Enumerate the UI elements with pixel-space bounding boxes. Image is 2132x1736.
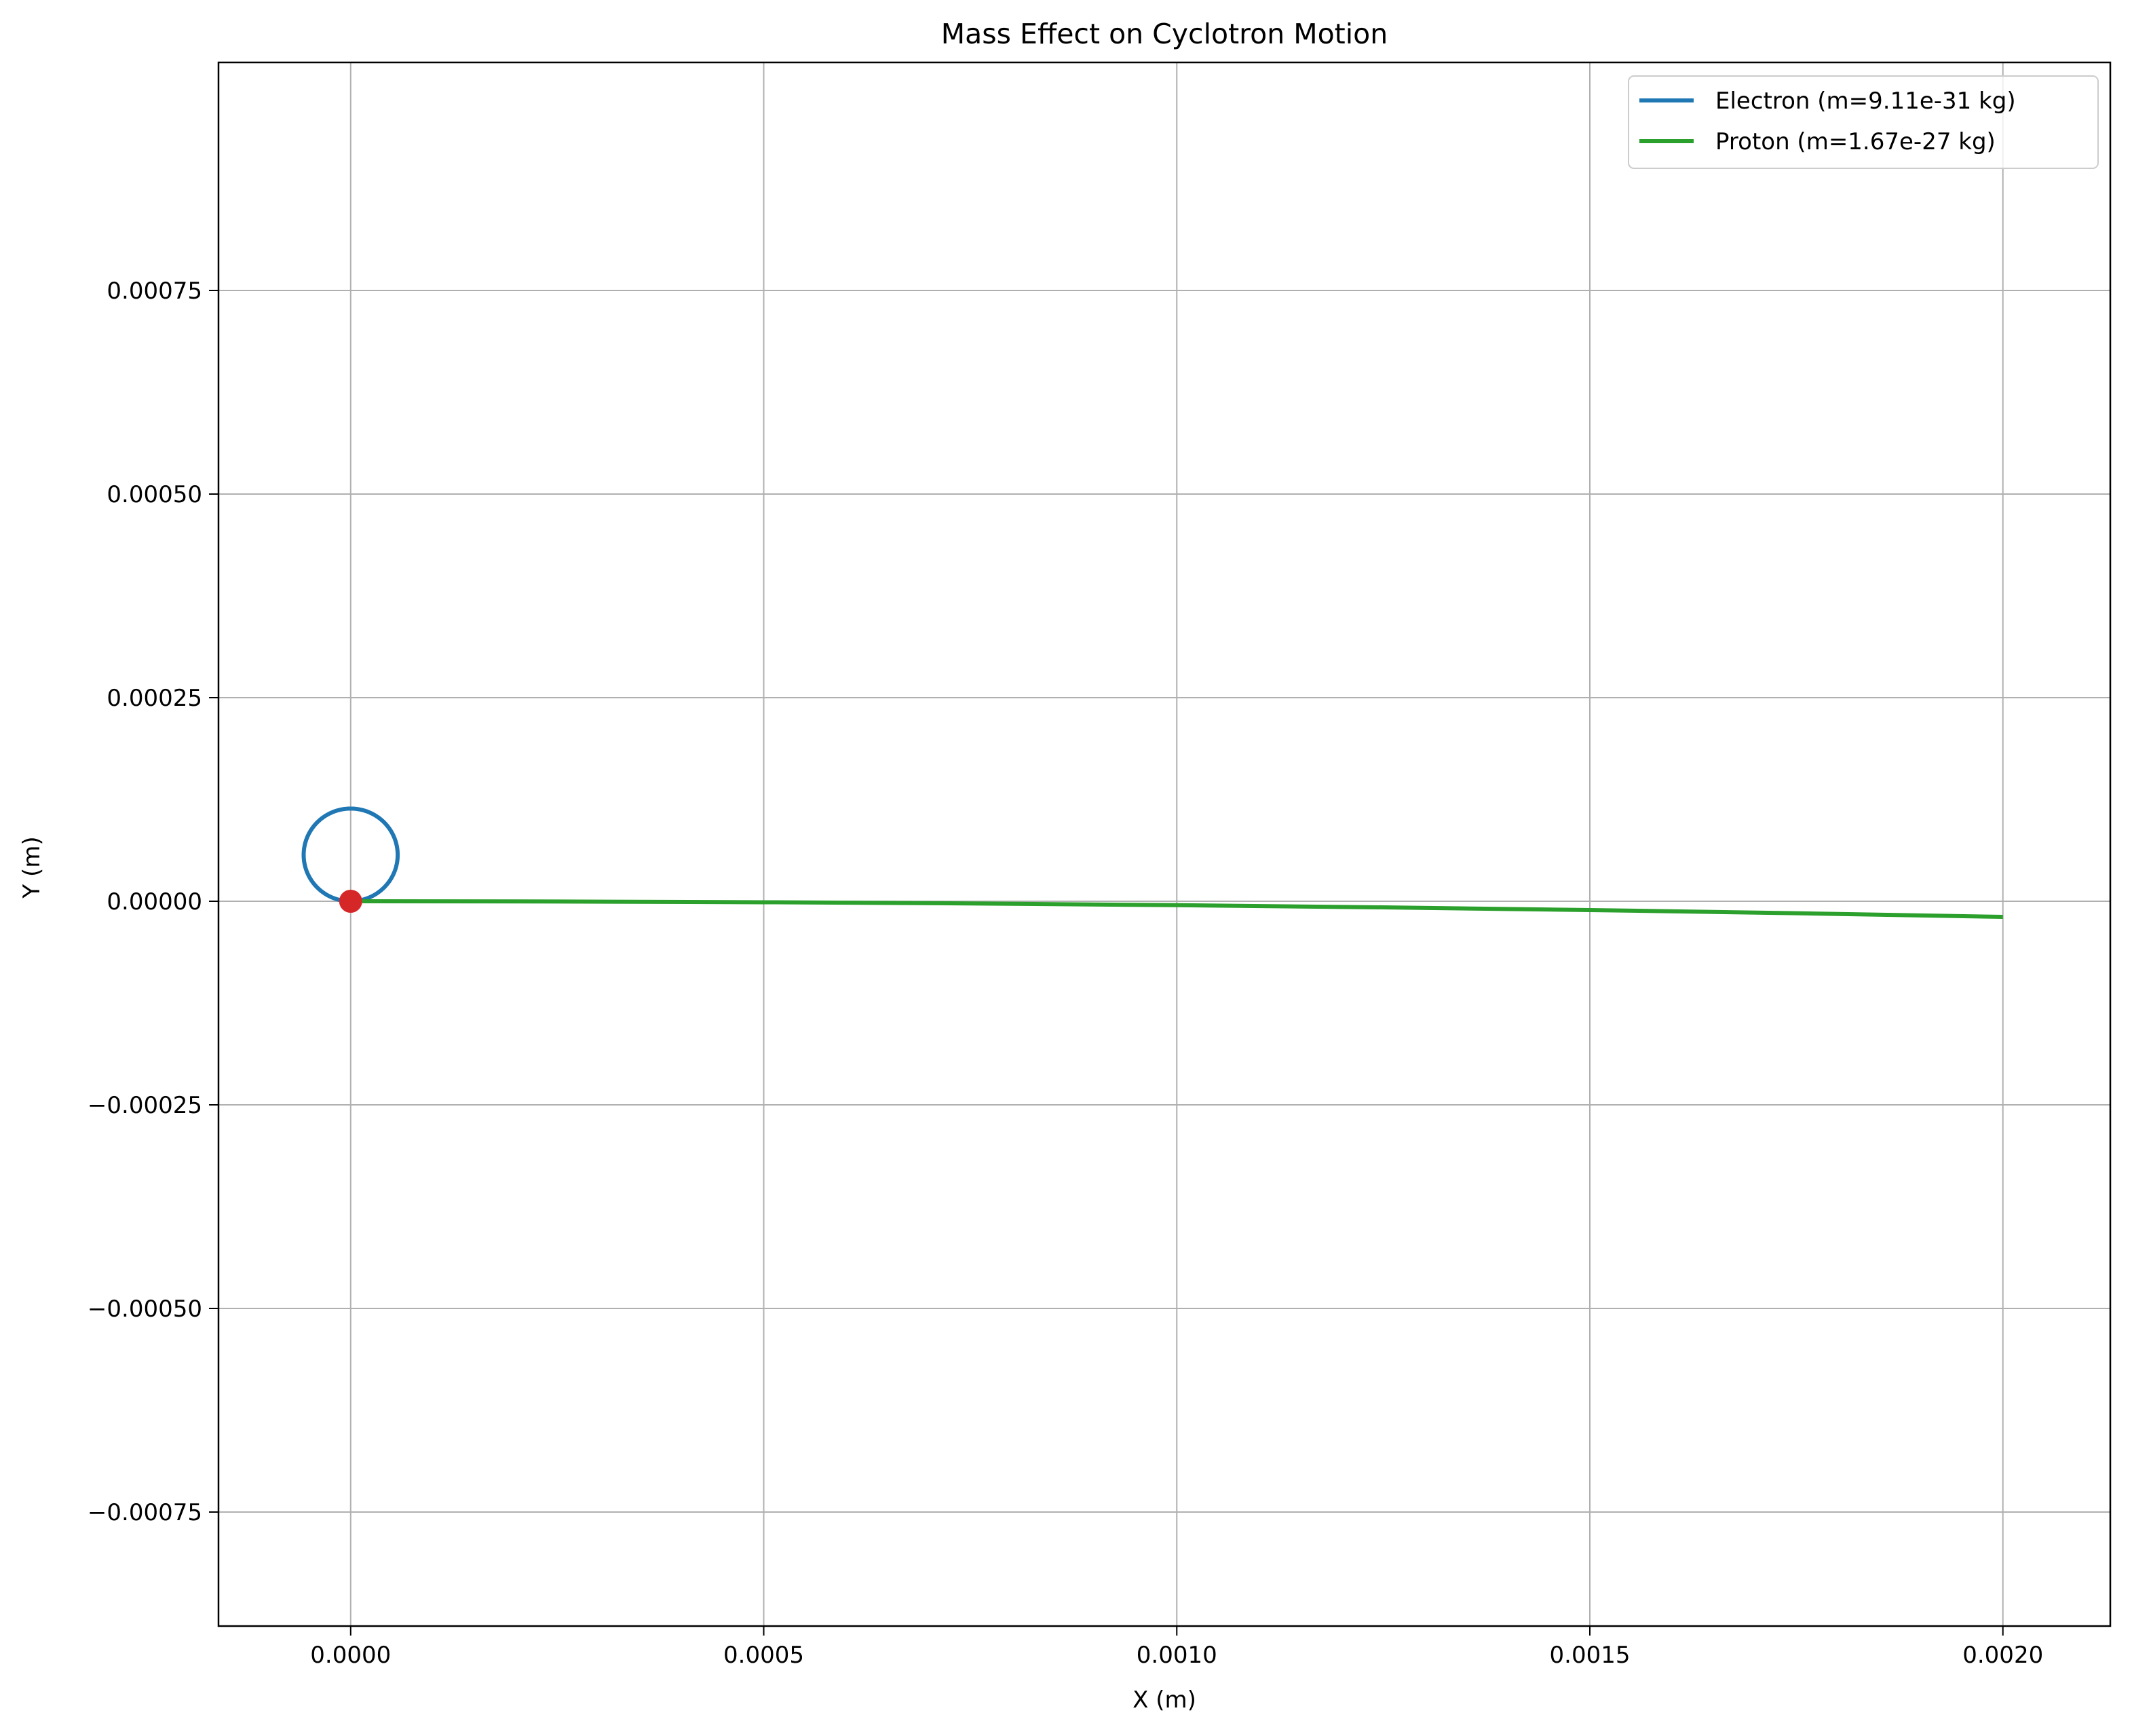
marker-layer [339, 890, 362, 913]
x-tick-label: 0.0000 [310, 1642, 391, 1669]
y-tick-label: −0.00025 [88, 1092, 202, 1119]
x-tick-label: 0.0015 [1550, 1642, 1631, 1669]
chart-title: Mass Effect on Cyclotron Motion [941, 18, 1388, 50]
legend: Electron (m=9.11e-31 kg) Proton (m=1.67e-… [1628, 75, 2099, 169]
series-layer [301, 806, 2003, 920]
series-line-1 [301, 806, 400, 903]
y-tick-label: 0.00025 [107, 685, 202, 712]
legend-label-1: Electron (m=9.11e-31 kg) [1715, 88, 2016, 115]
x-axis-title: X (m) [1132, 1686, 1196, 1714]
y-axis: 0.00075 0.00050 0.00025 0.00000 −0.00025 −0.0… [88, 278, 218, 1526]
y-tick-label: −0.00050 [88, 1296, 202, 1323]
x-tick-label: 0.0020 [1962, 1642, 2043, 1669]
x-axis: 0.0000 0.0005 0.0010 0.0015 0.0020 [310, 1626, 2043, 1669]
plot-area [218, 62, 2110, 1626]
y-tick-label: −0.00075 [88, 1499, 202, 1526]
y-tick-label: 0.00075 [107, 278, 202, 305]
y-tick-label: 0.00050 [107, 481, 202, 508]
start-point-marker [339, 890, 362, 913]
series-line-2 [350, 899, 2003, 920]
legend-box [1628, 75, 2099, 169]
x-tick-label: 0.0010 [1137, 1642, 1217, 1669]
legend-label-2: Proton (m=1.67e-27 kg) [1715, 128, 1996, 155]
y-axis-title: Y (m) [18, 836, 45, 899]
plot-frame [217, 61, 2112, 1627]
x-tick-label: 0.0005 [723, 1642, 804, 1669]
y-tick-label: 0.00000 [107, 888, 202, 916]
